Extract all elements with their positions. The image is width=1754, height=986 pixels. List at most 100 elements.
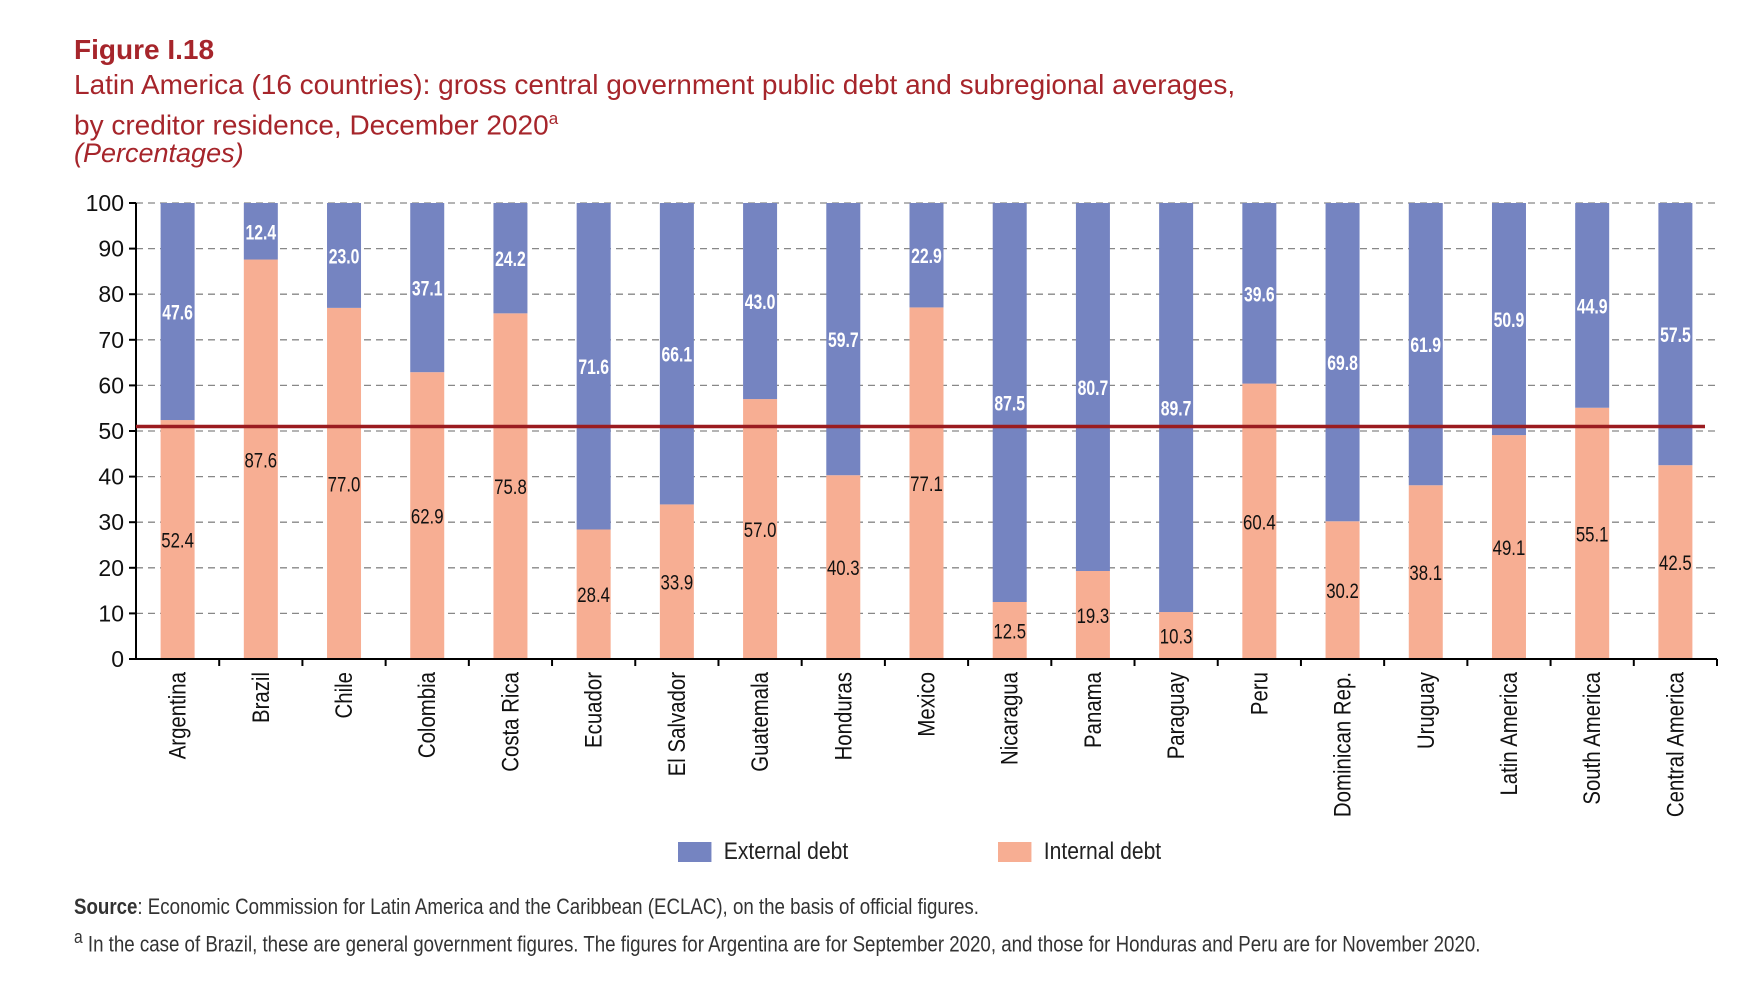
data-label-internal: 19.3 — [1077, 605, 1110, 628]
data-label-internal: 60.4 — [1243, 512, 1276, 535]
x-tick-label: Mexico — [913, 672, 940, 737]
data-label-external: 61.9 — [1410, 333, 1441, 357]
data-label-internal: 40.3 — [827, 557, 860, 580]
data-label-internal: 62.9 — [411, 506, 444, 529]
data-label-internal: 49.1 — [1493, 537, 1526, 560]
y-tick-label: 0 — [111, 646, 124, 672]
bar-internal — [493, 313, 528, 659]
x-tick-label: Costa Rica — [497, 671, 524, 771]
bar-external — [1242, 203, 1277, 384]
data-label-external: 89.7 — [1161, 396, 1192, 420]
bar-external — [743, 203, 778, 400]
data-label-internal: 77.0 — [328, 474, 361, 497]
bar-internal — [743, 399, 778, 659]
data-label-external: 43.0 — [745, 290, 776, 314]
x-tick-label: Dominican Rep. — [1329, 672, 1356, 817]
bar-external — [1075, 203, 1110, 571]
data-label-external: 37.1 — [412, 276, 443, 300]
data-label-internal: 38.1 — [1409, 562, 1442, 585]
data-label-external: 71.6 — [578, 355, 609, 379]
data-label-internal: 87.6 — [244, 450, 277, 473]
y-tick-label: 20 — [98, 555, 124, 581]
source-label: Source — [74, 894, 138, 919]
title-line-2: by creditor residence, December 2020 — [74, 109, 549, 141]
bar-internal — [576, 529, 611, 659]
data-label-internal: 75.8 — [494, 477, 527, 500]
data-label-external: 50.9 — [1494, 308, 1525, 332]
data-label-external: 66.1 — [662, 342, 693, 366]
bar-external — [243, 203, 278, 260]
bar-external — [410, 203, 445, 373]
data-label-external: 24.2 — [495, 247, 526, 271]
x-tick-label: Central America — [1662, 671, 1689, 817]
bar-external — [659, 203, 694, 505]
x-tick-label: Honduras — [830, 672, 857, 760]
bar-internal — [1658, 465, 1693, 659]
chart-units: (Percentages) — [74, 138, 244, 168]
bar-internal — [160, 420, 195, 659]
bar-external — [1491, 203, 1526, 436]
bar-external — [160, 203, 195, 421]
x-tick-label: Brazil — [247, 672, 274, 723]
bar-external — [1325, 203, 1360, 522]
data-label-external: 12.4 — [245, 220, 276, 244]
chart-title: Latin America (16 countries): gross cent… — [74, 68, 1235, 142]
bar-external — [1575, 203, 1610, 408]
x-tick-label: El Salvador — [663, 671, 690, 776]
y-tick-label: 10 — [98, 600, 124, 626]
data-label-internal: 77.1 — [910, 474, 943, 497]
source-text: : Economic Commission for Latin America … — [137, 894, 979, 919]
bar-external — [909, 203, 944, 308]
data-label-internal: 57.0 — [744, 519, 777, 542]
legend-label-external: External debt — [723, 838, 849, 865]
x-tick-label: Uruguay — [1412, 671, 1439, 749]
data-label-external: 87.5 — [994, 391, 1025, 415]
bar-internal — [327, 307, 362, 659]
bar-external — [1408, 203, 1443, 486]
bar-internal — [1325, 521, 1360, 659]
data-label-external: 80.7 — [1078, 376, 1109, 400]
data-label-internal: 10.3 — [1160, 626, 1193, 649]
legend-external: External debt — [678, 838, 848, 866]
y-tick-label: 30 — [98, 509, 124, 535]
data-label-external: 23.0 — [329, 244, 360, 268]
y-tick-label: 40 — [98, 464, 124, 490]
x-tick-label: Nicaragua — [996, 671, 1023, 765]
x-tick-label: Colombia — [414, 671, 441, 758]
bar-internal — [1242, 383, 1277, 659]
data-label-internal: 28.4 — [577, 585, 610, 608]
y-tick-label: 70 — [98, 327, 124, 353]
bar-external — [992, 203, 1027, 602]
x-tick-label: Guatemala — [747, 671, 774, 771]
bar-internal — [909, 307, 944, 659]
y-tick-label: 50 — [98, 418, 124, 444]
x-tick-label: Ecuador — [580, 671, 607, 747]
x-tick-label: Paraguay — [1163, 671, 1190, 759]
legend-internal: Internal debt — [998, 838, 1161, 866]
y-tick-label: 60 — [98, 372, 124, 398]
figure-label: Figure I.18 — [74, 34, 215, 65]
x-tick-label: Argentina — [164, 671, 191, 759]
footnote-marker: a — [74, 926, 83, 947]
data-label-external: 59.7 — [828, 328, 859, 352]
data-label-external: 47.6 — [162, 300, 193, 324]
y-tick-label: 90 — [98, 236, 124, 262]
data-label-internal: 52.4 — [161, 530, 194, 553]
x-tick-label: Panama — [1079, 671, 1106, 748]
bar-internal — [826, 475, 861, 659]
y-tick-label: 80 — [98, 281, 124, 307]
bar-internal — [1075, 570, 1110, 659]
x-tick-label: Latin America — [1495, 671, 1522, 795]
bar-internal — [410, 372, 445, 659]
bar-internal — [1408, 485, 1443, 659]
legend-swatch-external — [678, 842, 712, 862]
bar-internal — [243, 259, 278, 659]
bar-external — [576, 203, 611, 530]
footnote: a In the case of Brazil, these are gener… — [74, 926, 1480, 957]
data-label-internal: 55.1 — [1576, 524, 1609, 547]
bar-internal — [1491, 435, 1526, 659]
title-footnote-marker: a — [548, 109, 559, 128]
data-label-internal: 12.5 — [993, 621, 1026, 644]
data-label-internal: 42.5 — [1659, 552, 1692, 575]
bar-internal — [1575, 407, 1610, 659]
